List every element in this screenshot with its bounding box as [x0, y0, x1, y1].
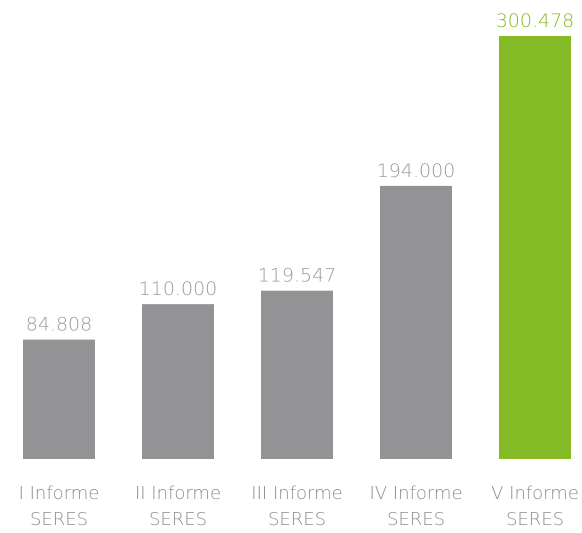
value-label: 194.000	[377, 160, 456, 182]
bar	[23, 339, 95, 459]
x-tick-label: I Informe SERES	[18, 483, 100, 530]
bar	[261, 290, 333, 459]
value-label: 300.478	[496, 10, 575, 32]
bar	[499, 36, 571, 459]
x-tick-label: IV Informe SERES	[369, 483, 463, 530]
x-tick-label: V Informe SERES	[491, 483, 579, 530]
value-label: 110.000	[139, 278, 218, 300]
value-label: 84.808	[26, 314, 92, 336]
x-tick-label: III Informe SERES	[251, 483, 343, 530]
x-tick-label: II Informe SERES	[134, 483, 222, 530]
value-label: 119.547	[258, 265, 337, 287]
bar	[142, 304, 214, 459]
bar	[380, 185, 452, 459]
